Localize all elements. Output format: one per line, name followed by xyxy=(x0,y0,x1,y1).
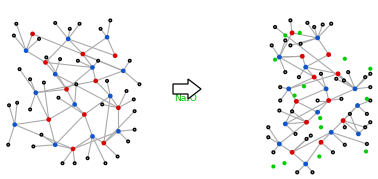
Circle shape xyxy=(83,113,86,116)
Circle shape xyxy=(304,65,307,69)
Circle shape xyxy=(319,141,323,144)
Circle shape xyxy=(344,57,346,60)
Circle shape xyxy=(303,85,305,88)
Circle shape xyxy=(272,165,275,168)
Circle shape xyxy=(369,67,372,70)
Circle shape xyxy=(318,155,321,158)
Circle shape xyxy=(341,119,345,122)
Circle shape xyxy=(44,61,47,64)
Circle shape xyxy=(274,58,276,61)
Circle shape xyxy=(327,53,330,56)
Circle shape xyxy=(319,117,322,119)
Circle shape xyxy=(278,142,281,146)
Circle shape xyxy=(102,141,105,145)
Circle shape xyxy=(284,122,287,126)
Circle shape xyxy=(294,100,298,103)
Circle shape xyxy=(13,123,16,126)
Circle shape xyxy=(284,34,287,37)
Circle shape xyxy=(290,31,294,35)
Circle shape xyxy=(47,118,50,121)
Circle shape xyxy=(305,120,308,124)
Circle shape xyxy=(73,103,76,106)
Circle shape xyxy=(324,87,328,91)
Circle shape xyxy=(365,150,367,153)
Circle shape xyxy=(81,52,84,56)
Circle shape xyxy=(316,110,319,114)
Circle shape xyxy=(287,87,290,91)
Circle shape xyxy=(327,99,330,102)
Circle shape xyxy=(67,37,70,40)
Polygon shape xyxy=(173,79,201,99)
Circle shape xyxy=(71,147,75,151)
Circle shape xyxy=(316,36,319,40)
Circle shape xyxy=(290,151,294,154)
Circle shape xyxy=(283,162,286,165)
Circle shape xyxy=(304,162,307,166)
Circle shape xyxy=(113,54,117,57)
Circle shape xyxy=(54,143,57,146)
Circle shape xyxy=(65,88,68,91)
Circle shape xyxy=(298,32,301,34)
Circle shape xyxy=(117,130,120,133)
Circle shape xyxy=(293,94,296,97)
Circle shape xyxy=(25,49,28,52)
Circle shape xyxy=(109,94,112,98)
Circle shape xyxy=(54,72,57,76)
Circle shape xyxy=(91,135,94,138)
Circle shape xyxy=(31,32,34,35)
Circle shape xyxy=(366,98,368,100)
Circle shape xyxy=(105,36,109,39)
Circle shape xyxy=(353,87,357,91)
Circle shape xyxy=(320,126,322,129)
Circle shape xyxy=(336,72,340,76)
Circle shape xyxy=(330,130,333,134)
Circle shape xyxy=(117,106,120,109)
Text: Na₂O: Na₂O xyxy=(175,94,197,103)
Circle shape xyxy=(357,132,360,136)
Circle shape xyxy=(91,66,94,69)
Circle shape xyxy=(94,79,98,83)
Circle shape xyxy=(34,91,37,94)
Circle shape xyxy=(301,55,304,58)
Circle shape xyxy=(356,104,359,107)
Circle shape xyxy=(122,69,125,72)
Circle shape xyxy=(278,55,281,59)
Circle shape xyxy=(313,75,316,79)
